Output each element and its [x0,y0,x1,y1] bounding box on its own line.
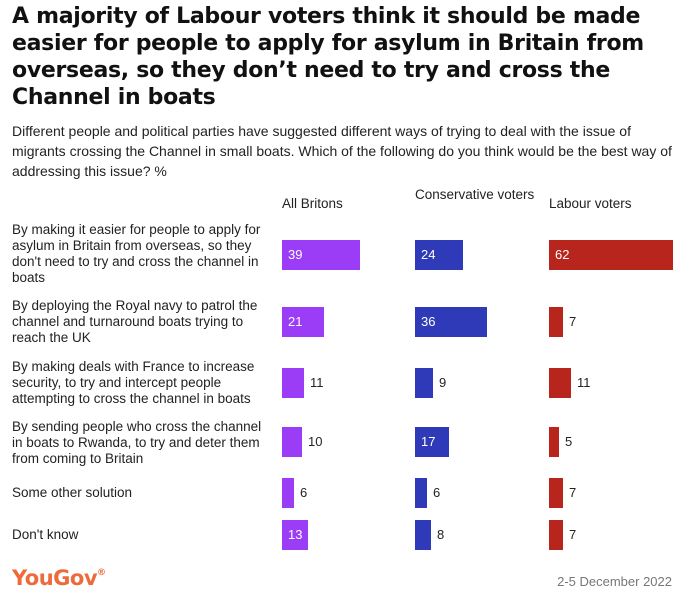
data-label: 10 [308,434,323,449]
data-label: 6 [300,485,308,500]
bar-labour-voters [549,368,571,398]
data-label: 7 [569,485,577,500]
bar-conservative-voters [415,520,431,550]
category-label: By making it easier for people to apply … [12,222,261,285]
bar-all-britons [282,427,302,457]
data-label: 62 [555,247,570,262]
category-label: By making deals with France to increase … [12,359,255,406]
data-label: 11 [577,375,591,390]
data-label: 6 [433,485,441,500]
data-label: 24 [421,247,436,262]
category-label: Don't know [12,527,79,542]
bar-conservative-voters [415,478,427,508]
data-label: 11 [310,375,324,390]
bar-labour-voters [549,240,673,270]
brand-name: YouGov [12,566,98,590]
chart-title: A majority of Labour voters think it sho… [12,4,644,110]
bar-all-britons [282,520,308,550]
bar-all-britons [282,478,294,508]
bar-all-britons [282,240,360,270]
bar-all-britons [282,307,324,337]
data-label: 7 [569,527,577,542]
bar-labour-voters [549,520,563,550]
bar-conservative-voters [415,427,449,457]
data-label: 21 [288,314,303,329]
chart-subtitle: Different people and political parties h… [12,123,672,179]
column-header-all-britons: All Britons [282,196,343,211]
category-label: By sending people who cross the channel … [12,419,262,466]
column-header-conservative-voters: Conservative voters [415,187,535,202]
registered-mark-icon: ® [97,568,106,578]
data-label: 36 [421,314,436,329]
bar-labour-voters [549,478,563,508]
yougov-logo: YouGov® [12,566,106,590]
data-label: 17 [421,434,436,449]
data-label: 13 [288,527,303,542]
data-label: 5 [565,434,573,449]
data-label: 7 [569,314,577,329]
bar-conservative-voters [415,368,433,398]
bar-conservative-voters [415,307,487,337]
data-label: 39 [288,247,303,262]
category-label: Some other solution [12,485,133,500]
data-label: 8 [437,527,445,542]
bar-conservative-voters [415,240,463,270]
bar-labour-voters [549,427,559,457]
bar-all-britons [282,368,304,398]
bar-labour-voters [549,307,563,337]
category-label: By deploying the Royal navy to patrol th… [12,298,258,345]
data-label: 9 [439,375,447,390]
survey-date: 2-5 December 2022 [557,574,672,589]
column-header-labour-voters: Labour voters [549,196,632,211]
